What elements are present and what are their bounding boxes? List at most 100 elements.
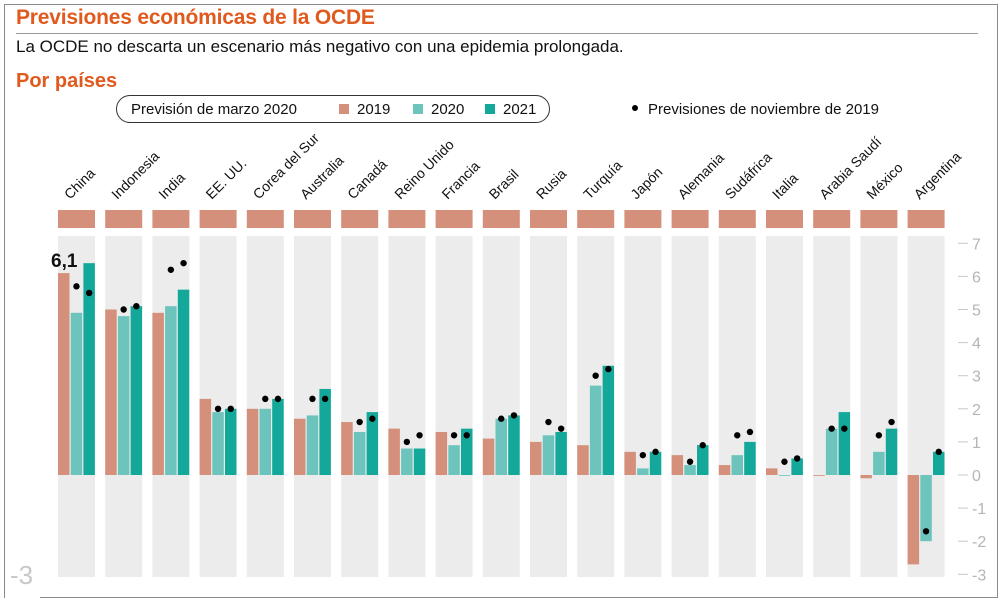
- y-tick-label: 4: [972, 336, 981, 353]
- legend-item-2020: 2020: [413, 101, 464, 118]
- category-header-reino-unido: [388, 210, 426, 228]
- dot-alemania-2021: [699, 442, 706, 449]
- bar-arabia-saudi-2019: [813, 475, 825, 476]
- category-panel-arabia-saudi: [813, 236, 851, 577]
- dot-reino-unido-2021: [416, 432, 423, 439]
- dot-turquia-2020: [592, 372, 599, 379]
- category-header-ee-uu: [199, 210, 237, 228]
- bar-corea-del-sur-2019: [246, 408, 259, 475]
- bar-italia-2019: [766, 468, 778, 475]
- category-header-indonesia: [105, 210, 143, 228]
- bar-sudafrica-2021: [744, 441, 756, 475]
- dot-italia-2020: [781, 458, 788, 465]
- category-panel-brasil: [482, 236, 520, 577]
- dot-china-2021: [85, 289, 93, 297]
- category-label-australia: Australia: [297, 152, 347, 202]
- category-header-canada: [341, 210, 379, 228]
- dot-mexico-2020: [875, 432, 883, 439]
- bar-canada-2020: [353, 431, 366, 475]
- legend-item-2019: 2019: [339, 101, 390, 118]
- dot-canada-2020: [356, 418, 363, 426]
- category-label-italia: Italia: [769, 170, 801, 202]
- bar-mexico-2020: [873, 451, 885, 475]
- bar-corea-del-sur-2020: [259, 408, 271, 475]
- dot-canada-2021: [369, 415, 376, 422]
- bar-reino-unido-2019: [388, 428, 400, 475]
- bar-mexico-2021: [885, 428, 898, 475]
- bar-china-2021: [83, 263, 95, 475]
- category-panel-canada: [341, 236, 379, 577]
- dot-mexico-2021: [888, 418, 895, 426]
- legend-label-2021: 2021: [503, 101, 537, 118]
- category-header-india: [152, 210, 190, 228]
- category-header-china: [58, 210, 95, 228]
- bar-brasil-2019: [482, 438, 495, 475]
- dot-corea-del-sur-2020: [262, 395, 269, 403]
- bar-rusia-2019: [530, 441, 542, 475]
- category-header-turquia: [577, 210, 615, 228]
- legend: Previsión de marzo 2020 2019 2020 2021: [116, 95, 550, 123]
- dot-brasil-2020: [498, 415, 505, 422]
- bar-indonesia-2020: [117, 316, 130, 475]
- bar-indonesia-2019: [105, 309, 117, 475]
- category-label-china: China: [61, 165, 98, 202]
- y-tick-label: 0: [972, 468, 981, 485]
- bar-arabia-saudi-2021: [838, 412, 851, 475]
- category-label-indonesia: Indonesia: [108, 148, 162, 202]
- category-label-rusia: Rusia: [533, 165, 570, 202]
- title-divider: [16, 33, 978, 34]
- legend-swatch-2019: [339, 104, 349, 114]
- bar-brasil-2021: [508, 415, 520, 475]
- dot-australia-2021: [321, 395, 329, 403]
- bar-argentina-2021: [933, 451, 945, 475]
- bar-argentina-2020: [920, 475, 932, 542]
- category-label-mexico: México: [863, 159, 906, 202]
- corner-axis-label: -3: [10, 560, 34, 590]
- category-header-sudafrica: [718, 210, 756, 228]
- dot-arabia-saudi-2020: [828, 425, 835, 432]
- legend-group-label: Previsión de marzo 2020: [131, 101, 297, 118]
- bar-japon-2021: [649, 451, 662, 475]
- category-label-alemania: Alemania: [674, 149, 727, 202]
- category-panel-reino-unido: [388, 236, 426, 577]
- bar-argentina-2019: [907, 475, 920, 565]
- y-tick-label: 6: [972, 269, 981, 286]
- category-header-brasil: [482, 210, 520, 228]
- category-panel-italia: [766, 236, 803, 577]
- category-label-argentina: Argentina: [910, 148, 964, 202]
- category-panel-alemania: [671, 236, 709, 577]
- bar-india-2021: [177, 289, 190, 475]
- category-header-alemania: [671, 210, 709, 228]
- bar-italia-2021: [791, 458, 803, 475]
- category-label-sudafrica: Sudáfrica: [722, 149, 775, 202]
- category-label-brasil: Brasil: [486, 166, 522, 202]
- dot-indonesia-2020: [120, 306, 127, 313]
- bar-australia-2021: [319, 388, 331, 475]
- dot-ee-uu-2020: [214, 405, 222, 412]
- bar-reino-unido-2020: [401, 448, 413, 475]
- dot-legend: Previsiones de noviembre de 2019: [632, 101, 879, 118]
- dot-argentina-2020: [922, 528, 930, 535]
- y-tick-label: -1: [972, 501, 986, 518]
- bar-mexico-2019: [860, 475, 872, 479]
- bar-ee-uu-2020: [212, 412, 224, 475]
- legend-label-2019: 2019: [357, 101, 391, 118]
- category-panel-mexico: [860, 236, 898, 577]
- category-panel-francia: [435, 236, 473, 577]
- bar-indonesia-2021: [130, 306, 143, 475]
- value-annotation: 6,1: [51, 251, 78, 272]
- dot-turquia-2021: [605, 365, 612, 373]
- dot-rusia-2021: [557, 425, 565, 432]
- legend-swatch-2021: [485, 104, 495, 114]
- bar-canada-2019: [341, 422, 353, 475]
- category-header-rusia: [530, 210, 567, 228]
- dot-japon-2021: [652, 448, 659, 456]
- y-tick-label: 7: [972, 236, 981, 253]
- dot-italia-2021: [793, 455, 801, 462]
- section-heading: Por países: [16, 70, 118, 92]
- category-header-francia: [435, 210, 473, 228]
- bar-francia-2021: [461, 428, 473, 475]
- bar-turquia-2020: [589, 385, 602, 475]
- bar-japon-2020: [637, 468, 649, 475]
